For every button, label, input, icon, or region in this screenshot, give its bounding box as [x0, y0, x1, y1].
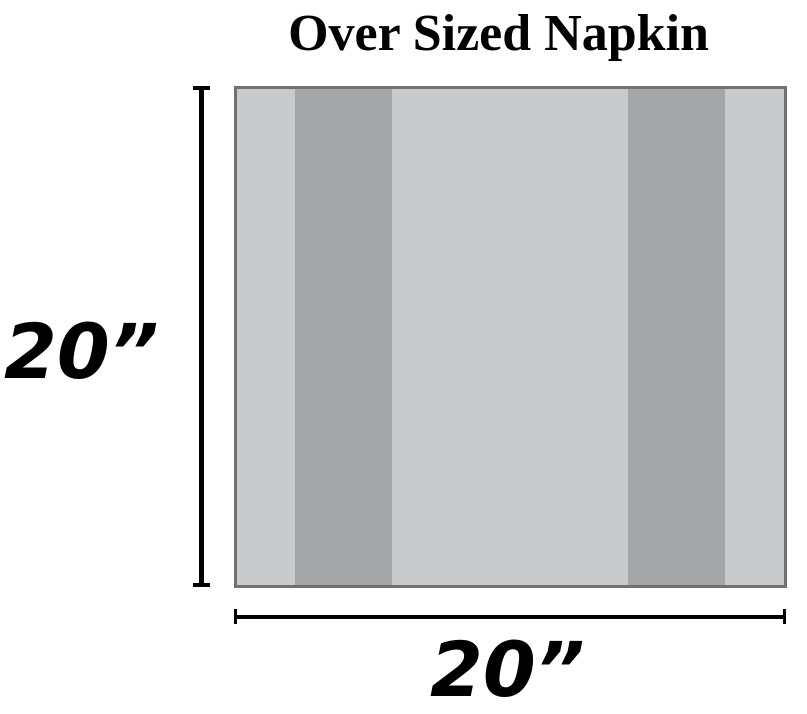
diagram-title: Over Sized Napkin — [288, 5, 709, 62]
height-dimension-cap-top — [193, 86, 210, 90]
height-label: 20” — [4, 307, 159, 396]
width-label: 20” — [430, 625, 585, 714]
dark-stripe-right — [628, 89, 725, 585]
width-dimension-cap-left — [234, 609, 237, 624]
height-dimension-cap-bottom — [193, 583, 210, 587]
height-dimension-line — [199, 87, 204, 587]
dark-stripe-left — [295, 89, 392, 585]
width-dimension-cap-right — [783, 609, 786, 624]
width-dimension-line — [235, 615, 786, 619]
napkin-illustration — [234, 86, 787, 588]
